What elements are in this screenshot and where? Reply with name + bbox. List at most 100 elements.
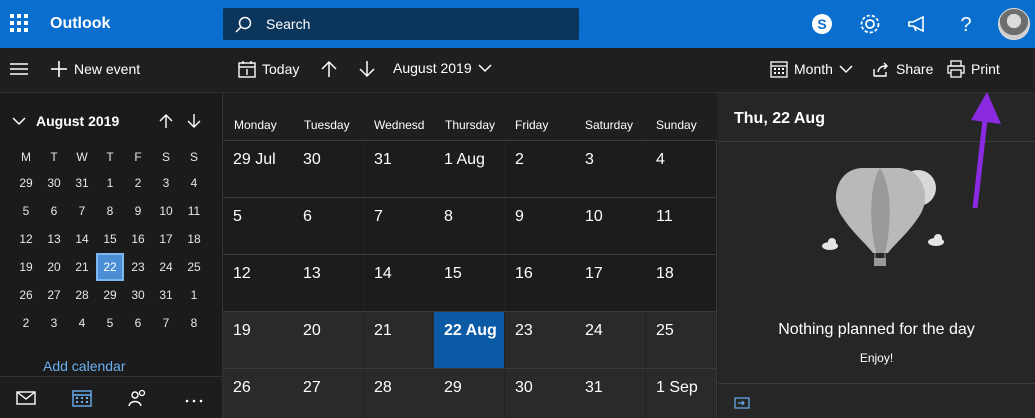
mini-day[interactable]: 4 [78,316,86,330]
mini-day[interactable]: 26 [19,288,33,302]
day-cell-selected[interactable]: 22 Aug [434,312,504,368]
day-cell[interactable]: 1 Aug [434,141,504,197]
previous-button[interactable] [320,60,338,78]
avatar[interactable] [998,8,1030,40]
app-launcher-icon[interactable] [10,14,28,32]
mini-day[interactable]: 5 [22,204,30,218]
day-cell[interactable]: 27 [293,369,363,418]
add-calendar-link[interactable]: Add calendar [43,358,126,374]
mail-icon[interactable] [16,389,36,407]
mini-day[interactable]: 7 [78,204,86,218]
mini-day[interactable]: 2 [134,176,142,190]
period-picker[interactable]: August 2019 [393,60,492,76]
day-cell[interactable]: 30 [293,141,363,197]
day-cell[interactable]: 19 [223,312,293,368]
mini-day[interactable]: 31 [75,176,89,190]
mini-day[interactable]: 1 [190,288,198,302]
day-cell[interactable]: 1 Sep [646,369,716,418]
skype-icon[interactable]: S [810,12,834,36]
day-cell[interactable]: 24 [575,312,645,368]
mini-day[interactable]: 28 [75,288,89,302]
mini-day[interactable]: 5 [106,316,114,330]
day-cell[interactable]: 12 [223,255,293,311]
day-cell[interactable]: 18 [646,255,716,311]
mini-day[interactable]: 25 [187,260,201,274]
mini-day[interactable]: 3 [50,316,58,330]
day-cell[interactable]: 13 [293,255,363,311]
mini-day[interactable]: 30 [131,288,145,302]
mini-day[interactable]: 13 [47,232,61,246]
day-cell[interactable]: 11 [646,198,716,254]
mini-day[interactable]: 6 [134,316,142,330]
mini-day-selected[interactable]: 22 [96,253,124,281]
mini-day[interactable]: 9 [134,204,142,218]
hamburger-menu-button[interactable] [10,61,28,77]
mini-day[interactable]: 11 [187,204,201,218]
mini-calendar-header[interactable]: August 2019 [12,113,119,129]
day-cell[interactable]: 29 [434,369,504,418]
day-cell[interactable]: 6 [293,198,363,254]
day-cell[interactable]: 20 [293,312,363,368]
mini-day[interactable]: 15 [103,232,117,246]
day-cell[interactable]: 5 [223,198,293,254]
arrow-down-icon[interactable] [186,113,202,129]
mini-day[interactable]: 6 [50,204,58,218]
mini-day[interactable]: 27 [47,288,61,302]
mini-day[interactable]: 17 [159,232,173,246]
day-cell[interactable]: 3 [575,141,645,197]
share-button[interactable]: Share [872,60,933,78]
day-cell[interactable]: 10 [575,198,645,254]
mini-day[interactable]: 4 [190,176,198,190]
mini-day[interactable]: 16 [131,232,145,246]
day-cell[interactable]: 7 [364,198,434,254]
mini-day[interactable]: 1 [106,176,114,190]
day-cell[interactable]: 17 [575,255,645,311]
more-options-icon[interactable] [184,389,204,407]
calendar-icon[interactable] [72,389,92,407]
day-cell[interactable]: 4 [646,141,716,197]
mini-day[interactable]: 8 [106,204,114,218]
collapse-pane-icon[interactable] [734,397,750,409]
print-button[interactable]: Print [947,60,1000,78]
mini-day[interactable]: 30 [47,176,61,190]
day-cell[interactable]: 28 [364,369,434,418]
search-input[interactable]: Search [223,8,579,40]
people-icon[interactable] [128,389,148,407]
mini-day[interactable]: 10 [159,204,173,218]
day-cell[interactable]: 8 [434,198,504,254]
new-event-button[interactable]: New event [50,60,140,78]
day-cell[interactable]: 25 [646,312,716,368]
chevron-down-icon[interactable] [12,116,26,126]
mini-day[interactable]: 7 [162,316,170,330]
mini-day[interactable]: 23 [131,260,145,274]
mini-day[interactable]: 21 [75,260,89,274]
view-switcher[interactable]: Month [770,60,853,78]
arrow-up-icon[interactable] [158,113,174,129]
mini-day[interactable]: 19 [19,260,33,274]
day-cell[interactable]: 31 [575,369,645,418]
mini-day[interactable]: 3 [162,176,170,190]
mini-day[interactable]: 20 [47,260,61,274]
mini-day[interactable]: 14 [75,232,89,246]
mini-day[interactable]: 12 [19,232,33,246]
help-icon[interactable]: ? [954,12,978,36]
mini-day[interactable]: 29 [19,176,33,190]
mini-day[interactable]: 2 [22,316,30,330]
day-cell[interactable]: 26 [223,369,293,418]
day-cell[interactable]: 21 [364,312,434,368]
megaphone-icon[interactable] [906,12,930,36]
mini-day[interactable]: 18 [187,232,201,246]
app-title[interactable]: Outlook [50,15,111,32]
day-cell[interactable]: 2 [505,141,575,197]
day-cell[interactable]: 15 [434,255,504,311]
settings-gear-icon[interactable] [858,12,882,36]
today-button[interactable]: Today [238,60,299,78]
day-cell[interactable]: 14 [364,255,434,311]
day-cell[interactable]: 16 [505,255,575,311]
mini-day[interactable]: 31 [159,288,173,302]
day-cell[interactable]: 31 [364,141,434,197]
day-cell[interactable]: 9 [505,198,575,254]
day-cell[interactable]: 29 Jul [223,141,293,197]
mini-day[interactable]: 29 [103,288,117,302]
next-button[interactable] [358,60,376,78]
